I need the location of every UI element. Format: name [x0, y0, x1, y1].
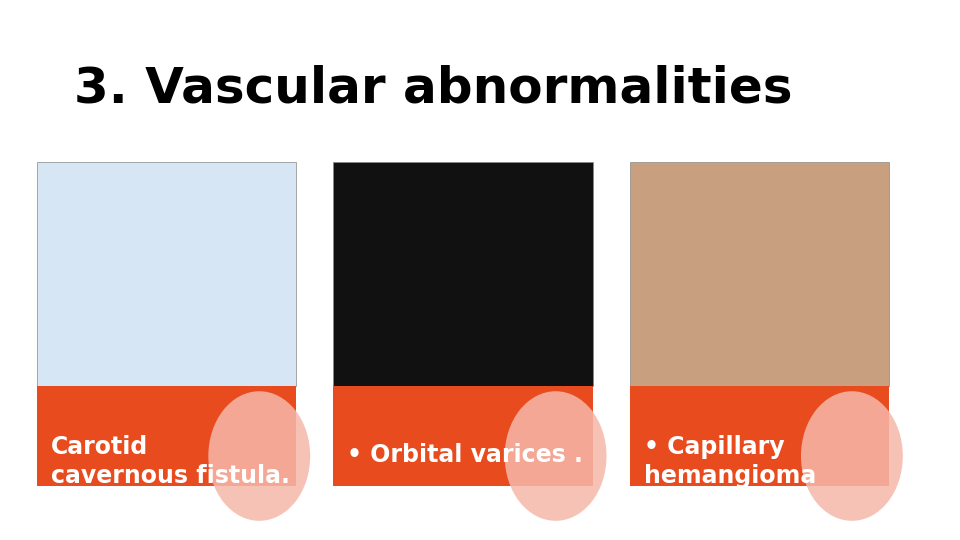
- FancyBboxPatch shape: [37, 386, 297, 486]
- FancyBboxPatch shape: [333, 162, 592, 386]
- FancyBboxPatch shape: [630, 386, 889, 486]
- Text: • Capillary
hemangioma: • Capillary hemangioma: [643, 435, 816, 488]
- Text: 3. Vascular abnormalities: 3. Vascular abnormalities: [74, 65, 793, 113]
- Ellipse shape: [801, 391, 902, 521]
- Ellipse shape: [208, 391, 310, 521]
- FancyBboxPatch shape: [333, 386, 592, 486]
- FancyBboxPatch shape: [630, 162, 889, 386]
- Text: Carotid
cavernous fistula.: Carotid cavernous fistula.: [51, 435, 290, 488]
- Ellipse shape: [505, 391, 607, 521]
- Text: • Orbital varices .: • Orbital varices .: [348, 443, 583, 467]
- FancyBboxPatch shape: [37, 162, 297, 386]
